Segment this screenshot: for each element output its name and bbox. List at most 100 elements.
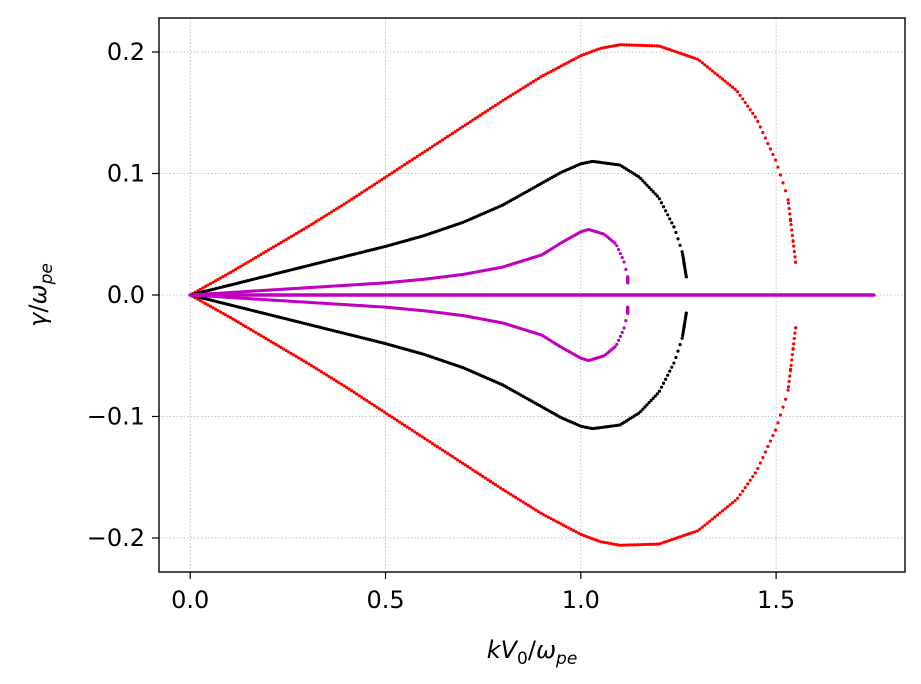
data-point [259, 333, 263, 338]
data-point [584, 534, 588, 538]
data-point [574, 56, 578, 60]
data-point [640, 43, 644, 48]
data-point [284, 348, 288, 353]
data-point [541, 512, 545, 517]
data-point [506, 95, 510, 99]
y-tick-label: −0.1 [87, 402, 145, 430]
data-point [792, 244, 796, 248]
data-point [461, 461, 465, 465]
data-point [395, 168, 399, 172]
data-point [661, 381, 666, 385]
data-point [531, 506, 535, 511]
data-point [261, 335, 265, 339]
data-point [415, 154, 419, 159]
data-point [741, 489, 745, 493]
data-point [246, 326, 250, 330]
data-point [342, 202, 346, 206]
data-point [239, 322, 243, 326]
data-point [667, 47, 672, 52]
data-point [708, 519, 712, 523]
data-point [496, 484, 500, 488]
data-point [733, 499, 737, 503]
data-point [241, 263, 245, 267]
data-point [793, 331, 797, 335]
data-point [236, 266, 240, 270]
data-point [705, 65, 709, 69]
data-point [643, 181, 647, 185]
data-point [453, 130, 457, 134]
data-point [789, 363, 793, 367]
data-point [695, 529, 699, 533]
y-tick-label: 0.0 [107, 281, 145, 309]
data-point [688, 54, 692, 59]
data-point [221, 275, 225, 279]
data-point [276, 242, 281, 246]
data-point [456, 458, 460, 462]
data-point [488, 479, 493, 483]
data-point [274, 342, 278, 347]
data-point [332, 208, 336, 213]
data-point [660, 45, 664, 49]
data-point [498, 486, 503, 490]
data-point [630, 43, 634, 47]
data-point [637, 175, 641, 179]
data-point [521, 86, 525, 90]
data-point [425, 148, 429, 152]
data-point [617, 43, 621, 47]
data-point [668, 217, 672, 221]
data-point [264, 249, 268, 254]
data-point [471, 468, 475, 472]
data-point [690, 531, 694, 535]
y-tick-label: 0.2 [107, 38, 145, 66]
data-point [226, 314, 230, 318]
data-point [622, 543, 626, 547]
data-point [787, 379, 791, 384]
data-point [352, 390, 356, 394]
data-point [642, 542, 646, 547]
data-point [223, 313, 228, 317]
data-point [609, 542, 614, 546]
data-point [666, 373, 670, 377]
data-point [693, 56, 697, 60]
data-point [743, 485, 747, 490]
data-point [761, 130, 765, 135]
data-point [466, 121, 470, 126]
data-point [327, 374, 331, 379]
data-point [317, 368, 321, 372]
data-point [640, 542, 644, 547]
data-point [549, 69, 553, 74]
data-point [794, 260, 798, 264]
data-point [410, 158, 414, 162]
data-point [778, 413, 783, 417]
data-point [607, 45, 611, 49]
data-point [624, 318, 628, 323]
data-point [748, 108, 752, 112]
data-point [392, 169, 397, 173]
data-point [420, 151, 424, 155]
data-point [234, 319, 238, 323]
data-point [637, 543, 641, 547]
data-point [661, 205, 666, 209]
data-point [229, 270, 233, 274]
data-point [609, 44, 614, 48]
data-point [367, 186, 371, 190]
data-point [360, 191, 364, 195]
data-point [592, 49, 596, 53]
data-point [249, 258, 253, 263]
data-point [589, 536, 593, 540]
data-point [637, 43, 641, 47]
data-point [582, 52, 586, 57]
data-point [738, 493, 742, 497]
data-point [339, 204, 344, 208]
data-point [672, 225, 676, 229]
data-point [637, 411, 641, 415]
data-point [360, 395, 364, 399]
data-point [756, 119, 760, 124]
data-point [529, 505, 533, 509]
data-point [352, 196, 356, 200]
data-point [534, 508, 538, 512]
data-point [667, 538, 672, 543]
x-axis-label: kV0/ωpe [487, 636, 578, 669]
data-point [461, 125, 465, 129]
data-point [599, 46, 604, 50]
